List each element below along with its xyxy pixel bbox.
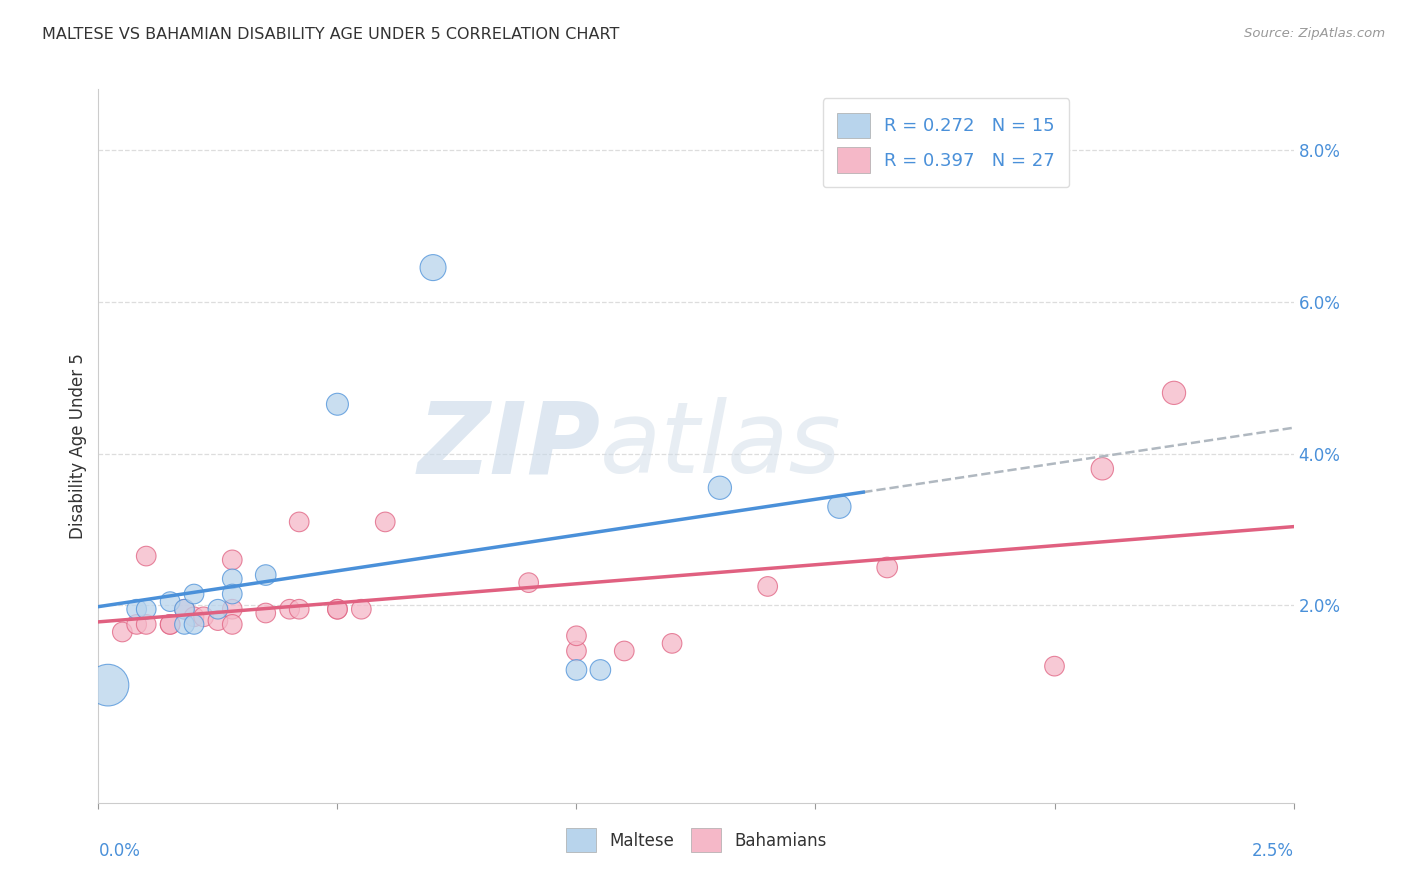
Point — [709, 481, 731, 495]
Point — [135, 617, 157, 632]
Point — [589, 663, 612, 677]
Point — [111, 625, 134, 640]
Point — [1091, 462, 1114, 476]
Point — [135, 602, 157, 616]
Point — [221, 602, 243, 616]
Point — [183, 609, 205, 624]
Point — [326, 602, 349, 616]
Point — [350, 602, 373, 616]
Point — [326, 397, 349, 411]
Point — [565, 644, 588, 658]
Point — [828, 500, 851, 514]
Point — [173, 617, 195, 632]
Point — [97, 678, 120, 692]
Point — [1043, 659, 1066, 673]
Point — [517, 575, 540, 590]
Point — [422, 260, 444, 275]
Point — [183, 617, 205, 632]
Legend: Maltese, Bahamians: Maltese, Bahamians — [560, 822, 832, 859]
Point — [159, 617, 181, 632]
Point — [661, 636, 683, 650]
Point — [193, 609, 215, 624]
Point — [173, 602, 195, 616]
Point — [159, 594, 181, 608]
Point — [374, 515, 396, 529]
Point — [221, 617, 243, 632]
Point — [173, 602, 195, 616]
Point — [221, 553, 243, 567]
Point — [288, 602, 311, 616]
Point — [1163, 385, 1185, 400]
Point — [221, 572, 243, 586]
Point — [613, 644, 636, 658]
Point — [207, 614, 229, 628]
Point — [125, 602, 148, 616]
Text: Source: ZipAtlas.com: Source: ZipAtlas.com — [1244, 27, 1385, 40]
Text: atlas: atlas — [600, 398, 842, 494]
Point — [254, 568, 277, 582]
Text: 2.5%: 2.5% — [1251, 842, 1294, 860]
Text: 0.0%: 0.0% — [98, 842, 141, 860]
Point — [278, 602, 301, 616]
Point — [756, 579, 779, 593]
Text: ZIP: ZIP — [418, 398, 600, 494]
Point — [326, 602, 349, 616]
Point — [565, 629, 588, 643]
Point — [221, 587, 243, 601]
Point — [135, 549, 157, 563]
Y-axis label: Disability Age Under 5: Disability Age Under 5 — [69, 353, 87, 539]
Text: MALTESE VS BAHAMIAN DISABILITY AGE UNDER 5 CORRELATION CHART: MALTESE VS BAHAMIAN DISABILITY AGE UNDER… — [42, 27, 620, 42]
Point — [207, 602, 229, 616]
Point — [565, 663, 588, 677]
Point — [159, 617, 181, 632]
Point — [183, 587, 205, 601]
Point — [125, 617, 148, 632]
Point — [254, 606, 277, 620]
Point — [288, 515, 311, 529]
Point — [876, 560, 898, 574]
